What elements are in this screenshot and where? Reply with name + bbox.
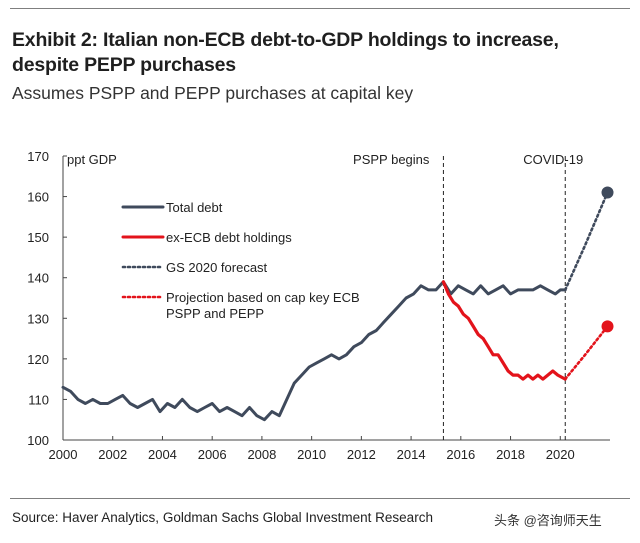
x-tick-label: 2014 [397, 447, 426, 462]
source-note: Source: Haver Analytics, Goldman Sachs G… [12, 510, 433, 525]
legend-label: GS 2020 forecast [166, 260, 268, 275]
legend-label: ex-ECB debt holdings [166, 230, 292, 245]
forecast-endpoint-marker [601, 186, 614, 199]
x-tick-label: 2020 [546, 447, 575, 462]
y-tick-label: 170 [27, 149, 49, 164]
series-line-total-debt [61, 280, 567, 422]
top-rule [10, 8, 630, 9]
y-axis-label: ppt GDP [67, 152, 117, 167]
chart-subtitle: Assumes PSPP and PEPP purchases at capit… [12, 83, 414, 103]
y-tick-label: 120 [27, 352, 49, 367]
y-tick-label: 140 [27, 271, 49, 286]
y-tick-label: 150 [27, 230, 49, 245]
y-tick-label: 160 [27, 190, 49, 205]
y-tick-label: 100 [27, 433, 49, 448]
x-tick-label: 2016 [446, 447, 475, 462]
chart-title: Exhibit 2: Italian non-ECB debt-to-GDP h… [12, 28, 559, 78]
projection-endpoint-marker [601, 320, 614, 333]
x-tick-label: 2006 [198, 447, 227, 462]
x-tick-label: 2018 [496, 447, 525, 462]
series-line-ex-ecb [441, 280, 567, 381]
x-tick-label: 2012 [347, 447, 376, 462]
series-line-projection [563, 325, 609, 381]
x-tick-label: 2004 [148, 447, 177, 462]
title-line-2: despite PEPP purchases [12, 54, 236, 76]
bottom-rule [10, 498, 630, 499]
y-tick-label: 110 [28, 392, 49, 407]
title-line-1: Exhibit 2: Italian non-ECB debt-to-GDP h… [12, 29, 559, 51]
legend-label: Projection based on cap key ECB PSPP and … [166, 290, 360, 321]
x-tick-label: 2010 [297, 447, 326, 462]
x-tick-label: 2002 [98, 447, 127, 462]
chart-canvas: 100 110 120 130 140 150 160 170 2000 2002 2004 2006… [27, 149, 614, 462]
series-line-gs-forecast [563, 191, 609, 292]
legend-label: Total debt [166, 200, 223, 215]
event-marker-label: COVID-19 [523, 152, 583, 167]
event-marker-label: PSPP begins [353, 152, 430, 167]
y-tick-label: 130 [27, 311, 49, 326]
watermark: 头条 @咨询师天生 [494, 513, 602, 528]
x-tick-label: 2008 [247, 447, 276, 462]
x-tick-label: 2000 [49, 447, 78, 462]
